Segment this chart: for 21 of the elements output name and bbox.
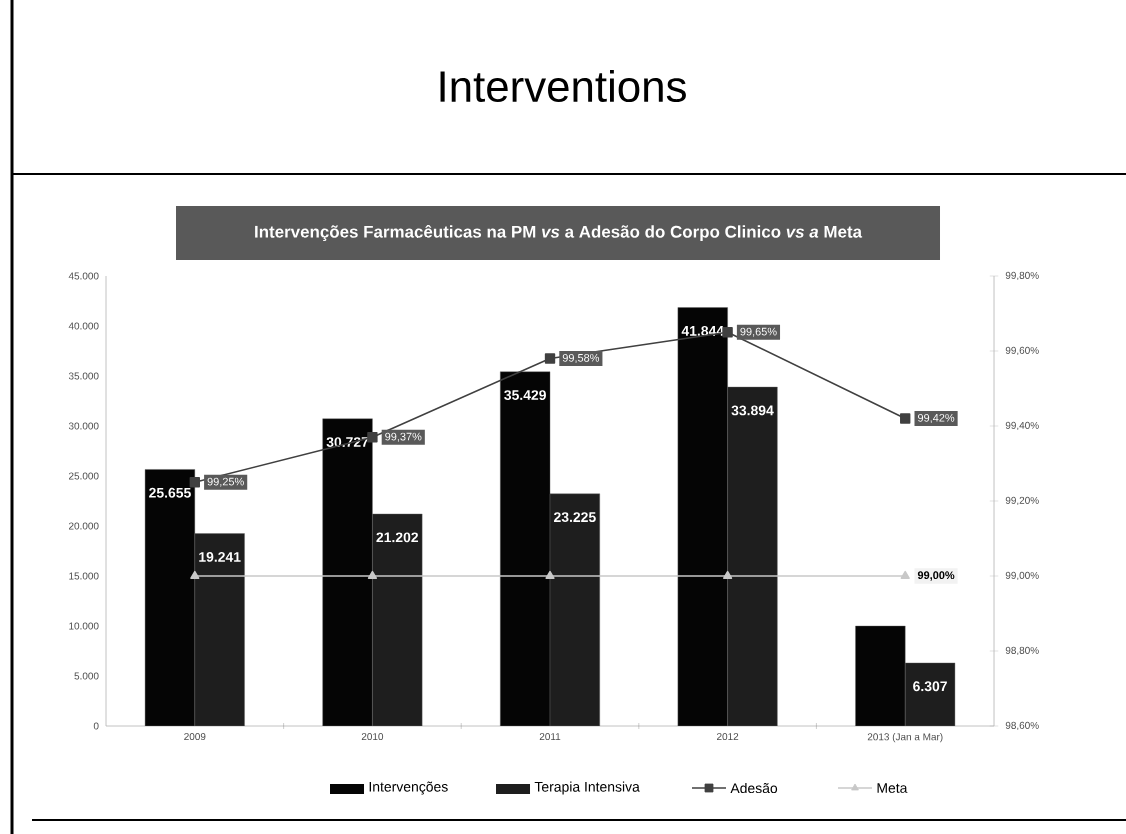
bar: [549, 493, 600, 726]
point: [900, 413, 911, 424]
point: [189, 477, 200, 488]
point: [900, 570, 910, 579]
point: [723, 570, 733, 579]
bar: [322, 418, 373, 726]
point: [190, 570, 200, 579]
chart-subtitle: Intervenções Farmacêuticas na PM vs a Adesão do Corpo Clinico vs a Meta: [255, 224, 863, 242]
point: [544, 353, 556, 364]
point: [367, 570, 378, 579]
chart-title: Interventions: [440, 69, 686, 103]
bar: [677, 307, 728, 726]
point: [545, 570, 555, 579]
bar: [727, 386, 778, 726]
bar: [194, 533, 245, 726]
bar: [144, 469, 196, 726]
bar: [855, 625, 906, 726]
bar: [500, 371, 551, 726]
point: [722, 327, 733, 338]
bar: [372, 513, 423, 726]
point: [367, 432, 378, 443]
